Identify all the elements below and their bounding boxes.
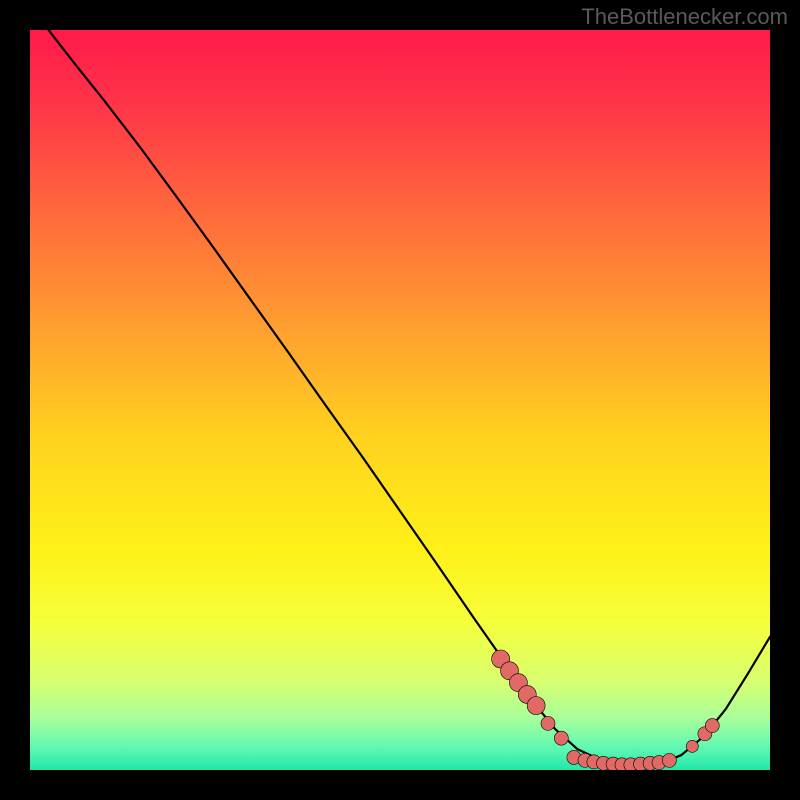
chart-svg: [30, 30, 770, 770]
chart-plot-area: [30, 30, 770, 770]
data-marker: [662, 753, 676, 767]
data-marker: [527, 697, 545, 715]
data-marker: [541, 716, 555, 730]
gradient-background: [30, 30, 770, 770]
data-marker: [686, 740, 698, 752]
data-marker: [705, 719, 719, 733]
data-marker: [554, 731, 568, 745]
watermark-text: TheBottlenecker.com: [581, 4, 788, 30]
